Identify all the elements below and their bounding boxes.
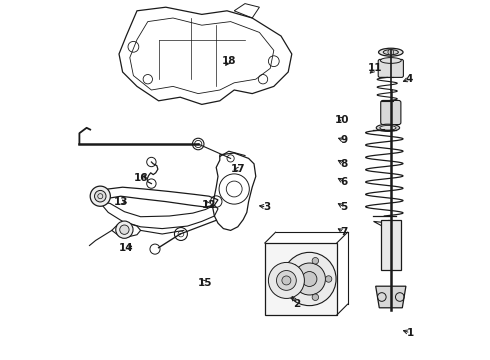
Text: 7: 7 (341, 227, 348, 237)
Text: 10: 10 (335, 114, 349, 125)
Ellipse shape (379, 48, 403, 56)
Ellipse shape (376, 124, 400, 131)
Circle shape (291, 287, 297, 293)
FancyBboxPatch shape (381, 100, 401, 125)
Text: 8: 8 (341, 159, 347, 169)
Text: 13: 13 (114, 197, 128, 207)
Text: 17: 17 (230, 164, 245, 174)
Text: 6: 6 (341, 177, 347, 187)
Circle shape (302, 271, 317, 287)
Text: 14: 14 (119, 243, 133, 253)
Text: 12: 12 (202, 200, 216, 210)
Circle shape (90, 186, 110, 206)
Circle shape (276, 271, 296, 290)
FancyBboxPatch shape (381, 220, 401, 270)
Circle shape (269, 262, 304, 298)
FancyBboxPatch shape (378, 59, 403, 77)
Bar (265, 243, 337, 315)
Ellipse shape (380, 125, 396, 130)
Ellipse shape (383, 50, 398, 55)
Text: 18: 18 (221, 56, 236, 66)
Circle shape (325, 276, 332, 282)
Text: 16: 16 (133, 173, 148, 183)
Ellipse shape (380, 58, 401, 63)
Text: 4: 4 (405, 74, 413, 84)
Circle shape (283, 252, 336, 306)
Polygon shape (376, 286, 406, 308)
Circle shape (312, 257, 318, 264)
Text: 5: 5 (341, 202, 347, 212)
Circle shape (95, 190, 106, 202)
Text: 11: 11 (368, 63, 383, 73)
Text: 1: 1 (407, 328, 414, 338)
Text: 2: 2 (294, 299, 301, 309)
Circle shape (120, 225, 129, 234)
Circle shape (294, 263, 325, 295)
Circle shape (312, 294, 318, 301)
Circle shape (282, 276, 291, 285)
Text: 3: 3 (263, 202, 270, 212)
Circle shape (291, 265, 297, 271)
Text: 15: 15 (197, 278, 212, 288)
Circle shape (388, 49, 393, 55)
Text: 9: 9 (341, 135, 347, 145)
Circle shape (116, 221, 133, 238)
